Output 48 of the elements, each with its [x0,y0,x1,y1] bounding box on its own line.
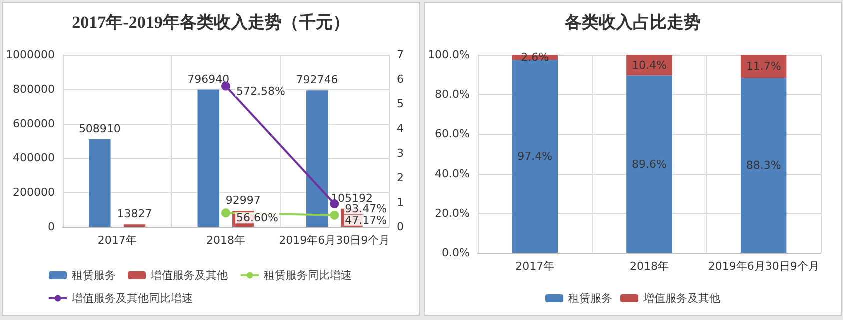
data-label: 796940 [188,72,230,86]
data-label: 508910 [78,122,121,136]
y-tick-label: 40.0% [434,167,470,180]
y-tick-label: 800000 [12,82,55,96]
data-label: 56.60% [236,212,278,225]
x-tick-label: 2018年 [630,260,669,273]
y2-tick-label: 3 [397,146,404,160]
y-tick-label: 80.0% [434,88,470,102]
y-tick-label: 20.0% [434,206,470,220]
data-label: 11.7% [746,60,782,74]
x-tick-label: 2017年 [98,234,137,247]
data-label: 93.47% [345,202,388,216]
legend-label: 租赁服务同比增速 [264,269,352,282]
y2-tick-label: 0 [397,220,404,234]
y2-tick-label: 6 [397,73,404,86]
y-tick-label: 60.0% [434,128,470,141]
data-label: 792746 [296,74,338,87]
data-label: 572.58% [236,84,286,98]
data-label: 13827 [117,208,152,221]
x-tick-label: 2019年6月30日9个月 [279,234,390,247]
data-label: 47.17% [345,214,388,227]
data-label: 88.3% [746,159,782,172]
chart-title: 各类收入占比走势 [564,13,701,32]
y-tick-label: 0 [48,220,55,234]
y-tick-label: 400000 [12,152,55,165]
y2-tick-label: 1 [397,196,404,209]
data-label: 97.4% [518,150,553,164]
legend-label: 租赁服务 [72,269,116,282]
y2-tick-label: 5 [397,98,404,111]
y-tick-label: 200000 [12,186,55,200]
legend-label: 增值服务及其他 [150,269,228,282]
chart-title: 2017年-2019年各类收入走势（千元） [72,13,350,32]
legend-label: 增值服务及其他 [642,292,720,305]
y2-tick-label: 2 [397,171,404,184]
y-tick-label: 600000 [12,117,55,130]
x-tick-label: 2017年 [516,260,555,273]
data-label: 89.6% [632,158,667,171]
y-tick-label: 0.0% [442,246,470,260]
y-tick-label: 100.0% [428,48,470,62]
y2-tick-label: 7 [397,48,404,62]
y-tick-label: 1000000 [6,48,55,62]
x-tick-label: 2018年 [206,234,246,247]
legend-label: 增值服务及其他同比增速 [71,292,193,305]
y2-tick-label: 4 [397,122,404,136]
x-tick-label: 2019年6月30日9个月 [708,260,820,273]
data-label: 92997 [226,194,261,208]
data-label: 10.4% [632,58,667,72]
legend-label: 租赁服务 [568,292,612,305]
